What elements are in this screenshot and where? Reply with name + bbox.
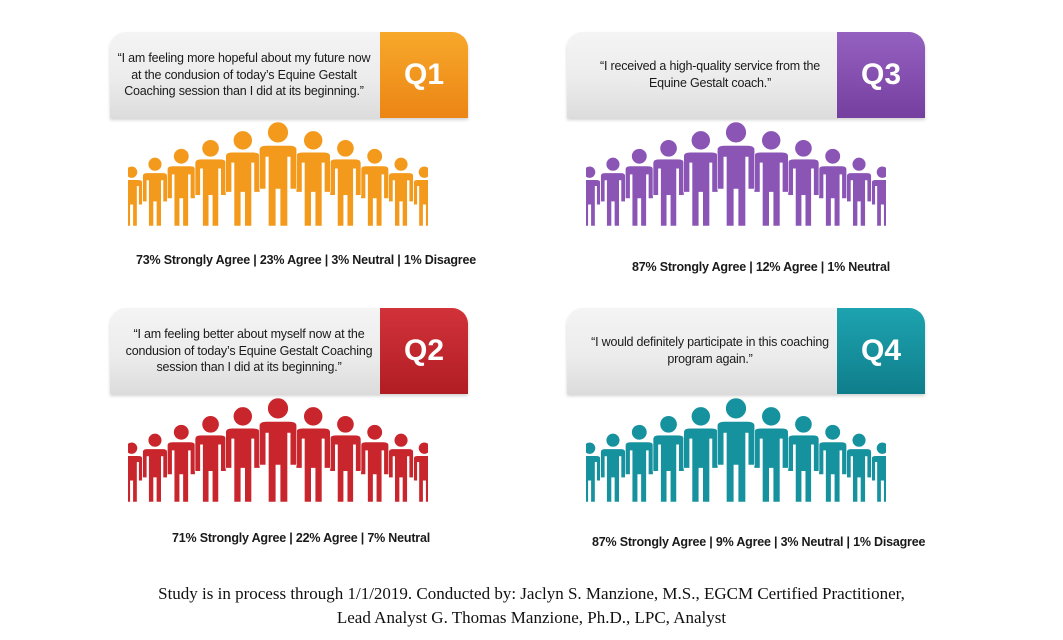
person-silhouette-icon: [683, 406, 719, 503]
stats-q2: 71% Strongly Agree | 22% Agree | 7% Neut…: [172, 531, 430, 545]
quote-q3: “I received a high-quality service from …: [600, 59, 820, 90]
person-silhouette-icon: [652, 139, 685, 227]
person-silhouette-icon: [716, 398, 756, 503]
person-silhouette-icon: [586, 165, 601, 227]
stats-q1: 73% Strongly Agree | 23% Agree | 3% Neut…: [136, 253, 476, 267]
footer-line-1: Study is in process through 1/1/2019. Co…: [158, 584, 905, 603]
person-silhouette-icon: [787, 139, 820, 227]
person-silhouette-icon: [295, 406, 331, 503]
person-silhouette-icon: [871, 165, 886, 227]
crowd-q2: [128, 398, 428, 503]
person-silhouette-icon: [818, 148, 847, 227]
person-silhouette-icon: [625, 424, 654, 503]
label-q1: Q1: [380, 32, 468, 118]
person-silhouette-icon: [128, 441, 143, 503]
person-silhouette-icon: [258, 398, 298, 503]
person-silhouette-icon: [329, 415, 362, 503]
person-silhouette-icon: [586, 441, 601, 503]
person-silhouette-icon: [388, 433, 414, 503]
person-silhouette-icon: [600, 433, 626, 503]
person-silhouette-icon: [167, 148, 196, 227]
person-silhouette-icon: [871, 441, 886, 503]
person-silhouette-icon: [846, 433, 872, 503]
stats-q4: 87% Strongly Agree | 9% Agree | 3% Neutr…: [592, 535, 926, 549]
label-q3: Q3: [837, 32, 925, 118]
crowd-q1: [128, 122, 428, 227]
person-silhouette-icon: [360, 424, 389, 503]
person-silhouette-icon: [600, 157, 626, 227]
label-q4: Q4: [837, 308, 925, 394]
stats-q3: 87% Strongly Agree | 12% Agree | 1% Neut…: [632, 260, 890, 274]
person-silhouette-icon: [225, 406, 261, 503]
person-silhouette-icon: [167, 424, 196, 503]
footer-credits: Study is in process through 1/1/2019. Co…: [0, 582, 1063, 630]
quote-q4: “I would definitely participate in this …: [591, 335, 829, 366]
quote-q1: “I am feeling more hopeful about my futu…: [117, 50, 371, 99]
person-silhouette-icon: [652, 415, 685, 503]
person-silhouette-icon: [295, 130, 331, 227]
person-silhouette-icon: [625, 148, 654, 227]
person-silhouette-icon: [142, 157, 168, 227]
crowd-q3: [586, 122, 886, 227]
person-silhouette-icon: [142, 433, 168, 503]
person-silhouette-icon: [683, 130, 719, 227]
person-silhouette-icon: [194, 415, 227, 503]
person-silhouette-icon: [258, 122, 298, 227]
person-silhouette-icon: [716, 122, 756, 227]
person-silhouette-icon: [787, 415, 820, 503]
footer-line-2: Lead Analyst G. Thomas Manzione, Ph.D., …: [336, 608, 727, 627]
quote-q2: “I am feeling better about myself now at…: [125, 326, 373, 375]
person-silhouette-icon: [329, 139, 362, 227]
person-silhouette-icon: [753, 406, 789, 503]
person-silhouette-icon: [753, 130, 789, 227]
label-q2: Q2: [380, 308, 468, 394]
person-silhouette-icon: [818, 424, 847, 503]
person-silhouette-icon: [413, 165, 428, 227]
person-silhouette-icon: [360, 148, 389, 227]
person-silhouette-icon: [128, 165, 143, 227]
person-silhouette-icon: [846, 157, 872, 227]
person-silhouette-icon: [194, 139, 227, 227]
person-silhouette-icon: [413, 441, 428, 503]
person-silhouette-icon: [225, 130, 261, 227]
person-silhouette-icon: [388, 157, 414, 227]
crowd-q4: [586, 398, 886, 503]
